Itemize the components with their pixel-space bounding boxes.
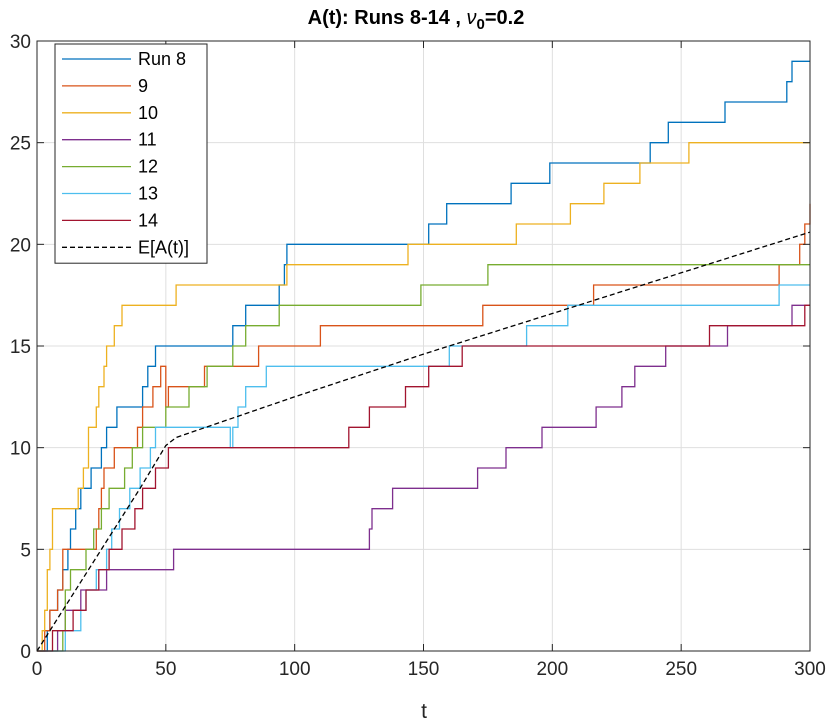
title-suffix: =0.2 xyxy=(485,7,524,29)
x-tick-label: 250 xyxy=(665,659,697,680)
x-tick-label: 100 xyxy=(279,659,311,680)
y-tick-label: 5 xyxy=(20,540,31,561)
legend-label-3: 10 xyxy=(138,103,158,123)
title-main: A(t): Runs 8-14 , xyxy=(308,7,467,29)
series-line-7 xyxy=(37,304,810,652)
title-subscript: 0 xyxy=(477,16,485,33)
legend-label-1: Run 8 xyxy=(138,49,186,69)
y-tick-label: 10 xyxy=(10,439,31,460)
series-line-3 xyxy=(37,142,810,652)
x-tick-label: 50 xyxy=(155,659,176,680)
legend-label-5: 12 xyxy=(138,157,158,177)
y-tick-label: 30 xyxy=(10,32,31,53)
tick-labels: 0 50 100 150 200 250 300 0 5 10 15 20 25 30 xyxy=(10,32,826,680)
legend-label-7: 14 xyxy=(138,210,158,230)
axes xyxy=(36,40,811,652)
series-lines xyxy=(36,60,811,652)
x-tick-label: 0 xyxy=(32,659,43,680)
chart-title: A(t): Runs 8-14 , ν0=0.2 xyxy=(308,7,525,33)
y-tick-label: 15 xyxy=(10,337,31,358)
x-tick-label: 200 xyxy=(536,659,568,680)
legend-label-6: 13 xyxy=(138,184,158,204)
series-line-5 xyxy=(37,264,810,652)
y-tick-label: 25 xyxy=(10,134,31,155)
legend: Run 8 9 10 11 12 13 14 E[A(t)] xyxy=(54,43,208,264)
y-tick-label: 20 xyxy=(10,235,31,256)
x-tick-label: 300 xyxy=(794,659,826,680)
title-symbol: ν xyxy=(467,7,477,29)
series-line-8 xyxy=(36,231,811,652)
y-tick-label: 0 xyxy=(20,642,31,663)
legend-box xyxy=(54,43,208,264)
legend-label-8: E[A(t)] xyxy=(138,237,189,257)
legend-label-4: 11 xyxy=(138,130,157,150)
legend-label-2: 9 xyxy=(138,76,148,96)
x-axis-label: t xyxy=(421,700,427,721)
x-tick-label: 150 xyxy=(408,659,440,680)
